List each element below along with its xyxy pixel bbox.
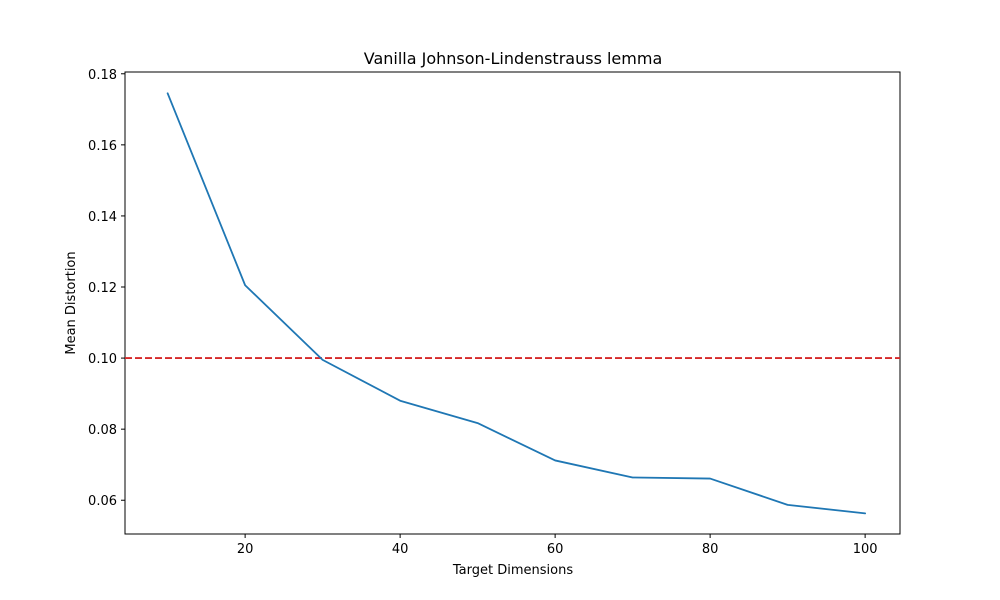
- x-tick-label: 20: [237, 542, 254, 557]
- plot-area: [124, 71, 901, 535]
- y-tick-label: 0.16: [88, 139, 117, 154]
- y-tick-label: 0.06: [88, 494, 117, 509]
- y-tick-label: 0.12: [88, 281, 117, 296]
- y-tick-label: 0.10: [88, 352, 117, 367]
- x-tick-label: 60: [547, 542, 564, 557]
- x-tick-label: 100: [853, 542, 878, 557]
- y-tick-label: 0.14: [88, 210, 117, 225]
- x-tick-label: 40: [392, 542, 409, 557]
- x-tick-label: 80: [702, 542, 719, 557]
- y-tick-label: 0.18: [88, 68, 117, 83]
- chart-title: Vanilla Johnson-Lindenstrauss lemma: [364, 49, 663, 68]
- series-line: [166, 92, 867, 515]
- series-layer: [166, 92, 867, 515]
- y-axis-label: Mean Distortion: [64, 251, 79, 354]
- x-axis-ticks: 20 40 60 80 100: [237, 534, 878, 557]
- y-tick-label: 0.08: [88, 423, 117, 438]
- x-axis-label: Target Dimensions: [452, 563, 573, 578]
- y-axis-ticks: 0.06 0.08 0.10 0.12 0.14 0.16 0.18: [88, 68, 125, 509]
